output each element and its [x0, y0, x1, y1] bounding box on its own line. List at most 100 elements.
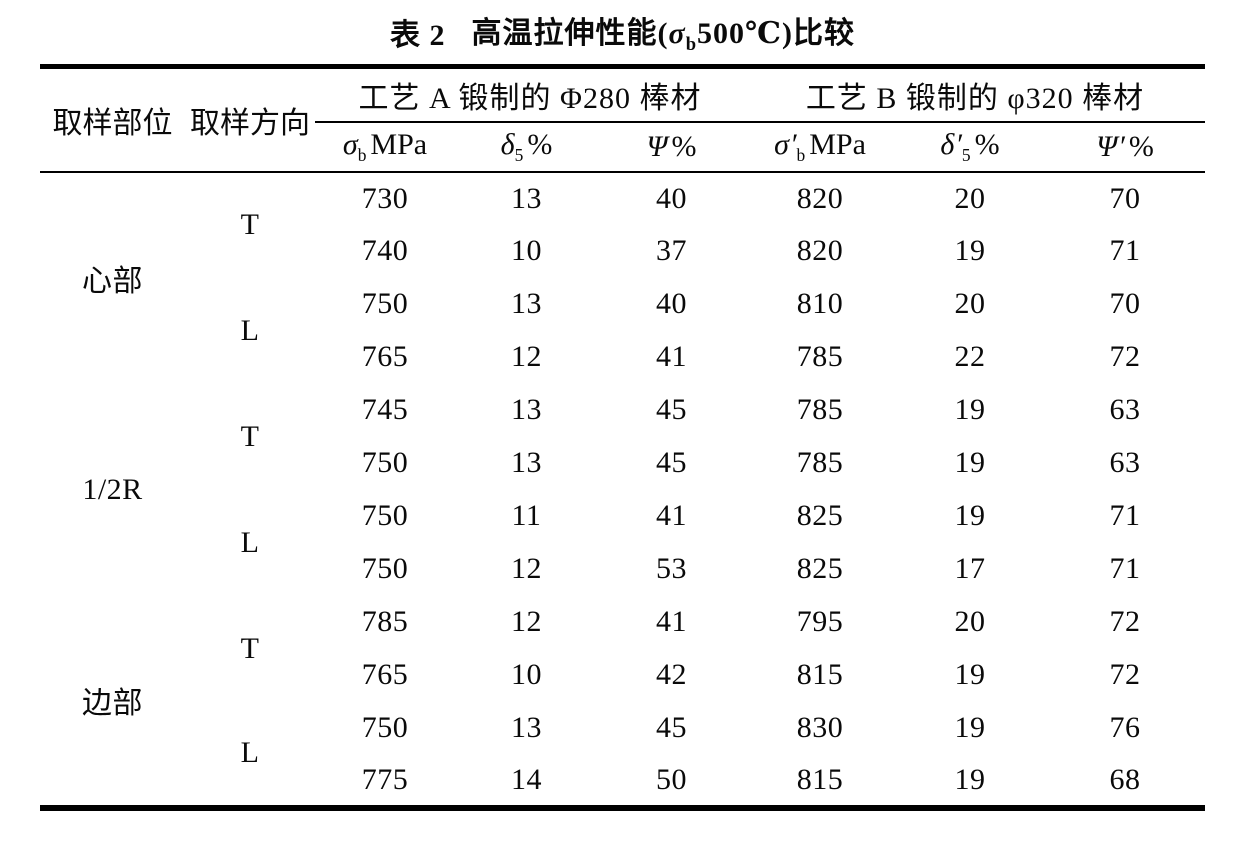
tensile-properties-table: 取样部位 取样方向 工艺 A 锻制的 Φ280 棒材 工艺 B 锻制的 φ320…: [40, 64, 1206, 811]
column-header-4: δ′5%: [895, 121, 1046, 173]
symbol-subscript: b: [796, 144, 806, 165]
value-cell: 830: [796, 711, 844, 744]
symbol-subscript: b: [357, 144, 367, 165]
value-cell: 19: [954, 711, 986, 744]
sampling-direction-cell: L: [240, 736, 260, 769]
value-cell: 41: [656, 499, 687, 532]
column-header-0: σb MPa: [315, 121, 455, 173]
value-cell: 45: [656, 393, 687, 426]
value-cell: 750: [361, 711, 409, 744]
value-cell: 11: [511, 499, 542, 532]
value-cell: 740: [361, 234, 409, 267]
value-cell: 71: [1109, 552, 1141, 585]
value-cell: 20: [954, 181, 986, 215]
value-cell: 19: [954, 234, 986, 267]
value-cell: 19: [954, 393, 986, 426]
value-cell: 13: [511, 393, 542, 426]
value-cell: 14: [511, 762, 542, 796]
value-cell: 815: [796, 658, 844, 691]
column-header-1: δ5%: [455, 121, 598, 173]
table-row: 740 10 37 820 19 71: [40, 225, 1205, 278]
column-header-5: Ψ′%: [1045, 121, 1206, 173]
unit-label: %: [974, 127, 1000, 161]
sampling-part-cell: 1/2R: [82, 472, 143, 506]
table-row: L 750 13 45 830 19 76: [40, 702, 1205, 769]
value-cell: 70: [1109, 287, 1141, 320]
value-cell: 765: [361, 340, 409, 373]
value-cell: 785: [796, 446, 844, 479]
table-row: 765 12 41 785 22 72: [40, 331, 1205, 384]
unit-label: MPa: [809, 127, 866, 161]
table-row: 765 10 42 815 19 72: [40, 649, 1205, 702]
greek-symbol: σ: [774, 127, 789, 161]
value-cell: 71: [1109, 234, 1141, 267]
value-cell: 785: [796, 340, 844, 373]
value-cell: 63: [1109, 393, 1141, 426]
value-cell: 71: [1109, 499, 1141, 532]
prime-mark: ′: [1118, 129, 1125, 163]
value-cell: 12: [511, 340, 542, 373]
value-cell: 820: [796, 181, 844, 215]
sampling-direction-cell: T: [240, 631, 260, 665]
sampling-direction-cell: T: [240, 208, 260, 241]
greek-symbol: Ψ: [1096, 129, 1118, 163]
value-cell: 745: [361, 393, 409, 426]
value-cell: 13: [511, 711, 542, 744]
table-row: 边部 T 785 12 41 795 20 72: [40, 596, 1205, 720]
value-cell: 730: [361, 181, 409, 215]
value-cell: 19: [954, 446, 986, 479]
table-row: 750 12 53 825 17 71: [40, 543, 1205, 596]
value-cell: 22: [954, 340, 986, 373]
unit-label: MPa: [370, 127, 428, 161]
prime-mark: ′: [789, 127, 797, 161]
sigma-symbol: σ: [668, 17, 686, 50]
table-header: 取样部位 取样方向 工艺 A 锻制的 Φ280 棒材 工艺 B 锻制的 φ320…: [40, 66, 1206, 173]
value-cell: 820: [796, 234, 844, 267]
unit-label: %: [527, 127, 553, 161]
value-cell: 20: [954, 605, 986, 638]
header-group-process-a: 工艺 A 锻制的 Φ280 棒材: [315, 66, 746, 123]
sigma-subscript: b: [685, 34, 698, 55]
table-number: 表 2: [390, 19, 446, 52]
value-cell: 76: [1109, 711, 1141, 744]
symbol-subscript: 5: [514, 144, 524, 165]
table-title-text: 高温拉伸性能(σb500℃)比较: [471, 17, 855, 55]
table-row: L 750 13 40 810 20 70: [40, 278, 1205, 347]
value-cell: 785: [361, 605, 409, 638]
table-row: 心部 T 730 13 40 820 20 70: [40, 172, 1205, 299]
value-cell: 785: [796, 393, 844, 426]
value-cell: 13: [511, 181, 542, 215]
sampling-direction-cell: L: [240, 313, 260, 347]
value-cell: 19: [954, 499, 986, 532]
table-row: 775 14 50 815 19 68: [40, 755, 1205, 808]
value-cell: 45: [656, 446, 687, 479]
unit-label: %: [671, 129, 697, 163]
table-row: L 750 11 41 825 19 71: [40, 490, 1205, 559]
table-body: 心部 T 730 13 40 820 20 70 740 10 37 820 19 71 L 750 13 40 8…: [40, 172, 1205, 808]
value-cell: 815: [796, 762, 844, 796]
sampling-part-cell: 心部: [82, 265, 143, 298]
value-cell: 70: [1109, 181, 1141, 215]
value-cell: 775: [361, 762, 409, 796]
unit-label: %: [1128, 129, 1154, 163]
value-cell: 42: [656, 658, 687, 691]
column-header-2: Ψ%: [598, 121, 746, 173]
value-cell: 10: [511, 234, 542, 267]
value-cell: 750: [361, 552, 409, 585]
value-cell: 37: [656, 234, 687, 267]
value-cell: 13: [511, 287, 542, 320]
value-cell: 750: [361, 287, 409, 320]
value-cell: 12: [511, 605, 542, 638]
table-row: 750 13 45 785 19 63: [40, 437, 1205, 490]
value-cell: 20: [954, 287, 986, 320]
value-cell: 72: [1109, 340, 1141, 373]
value-cell: 13: [511, 446, 542, 479]
value-cell: 19: [954, 762, 986, 796]
value-cell: 795: [796, 605, 844, 638]
value-cell: 72: [1109, 658, 1141, 691]
value-cell: 825: [796, 499, 844, 532]
value-cell: 765: [361, 658, 409, 691]
value-cell: 45: [656, 711, 687, 744]
value-cell: 17: [954, 552, 986, 585]
